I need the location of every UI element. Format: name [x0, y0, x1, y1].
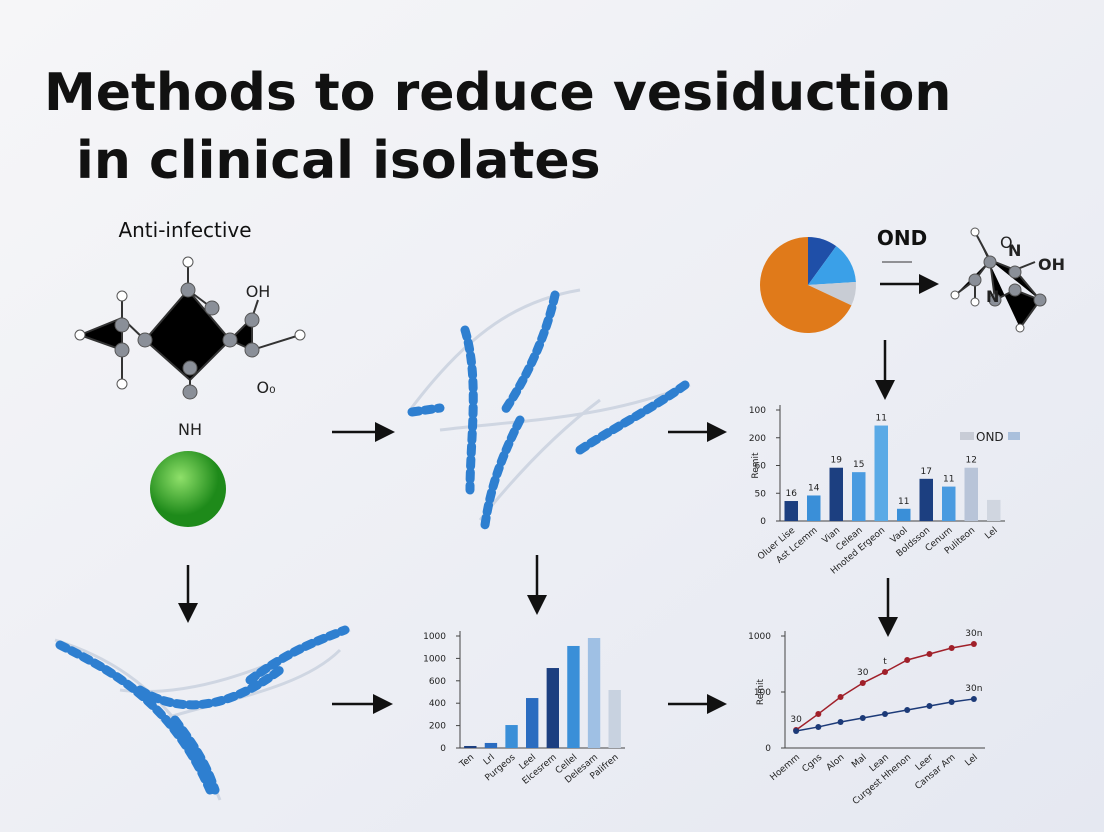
bar [484, 742, 498, 748]
point [837, 719, 844, 726]
point [882, 710, 888, 717]
point [970, 640, 977, 647]
atom-label: O₀ [256, 378, 275, 397]
molecule-left: Anti-infective OH NH O₀ [74, 218, 306, 527]
y-tick-label: 1000 [748, 632, 771, 642]
y-tick-label: 200 [429, 722, 446, 732]
bar [807, 495, 821, 521]
pie-slice [808, 281, 856, 306]
legend-label: OND [976, 430, 1004, 444]
pie-slice [808, 246, 856, 285]
point [815, 723, 822, 730]
bar-annotation: 17 [921, 467, 932, 477]
atom-label: N [986, 287, 999, 306]
point-annotation: 30 [790, 715, 802, 725]
bar [829, 467, 843, 521]
point [815, 710, 822, 717]
bar [784, 501, 798, 521]
y-axis-label: Remit [756, 678, 766, 705]
bar-annotation: 15 [853, 460, 864, 470]
atom-label: O [1000, 233, 1013, 252]
bar [987, 499, 1001, 521]
molecule-label: Anti-infective [118, 218, 251, 242]
y-tick-label: 100 [754, 688, 771, 698]
molecule-right: OND O N OH N [877, 226, 1065, 333]
bar-annotation: 12 [966, 456, 977, 466]
point [837, 694, 844, 701]
point [926, 703, 933, 709]
atom-label: NH [178, 420, 202, 439]
y-tick-label: 100 [749, 406, 766, 416]
bar [919, 478, 933, 521]
protein-structures [54, 288, 691, 801]
pie-slice [808, 237, 837, 285]
y-tick-label: 50 [755, 489, 767, 499]
point-annotation: 30 [857, 668, 869, 678]
point [970, 695, 977, 702]
bar [505, 725, 518, 748]
bar-annotation: 11 [898, 497, 909, 507]
y-tick-label: 0 [765, 744, 771, 754]
sphere [150, 451, 226, 527]
point-annotation: t [883, 657, 887, 667]
bar [464, 745, 477, 748]
title: Methods to reduce vesiduction [44, 63, 951, 123]
y-tick-label: 60 [755, 462, 767, 472]
point [926, 651, 933, 658]
point [904, 707, 911, 714]
y-tick-label: 400 [429, 699, 446, 709]
y-tick-label: 1000 [423, 654, 446, 664]
bar-annotation: 14 [808, 483, 820, 493]
y-tick-label: 600 [429, 677, 446, 687]
bar-annotation: 11 [943, 475, 954, 485]
bar [942, 486, 956, 521]
bar [546, 668, 559, 748]
atom-label: OH [246, 282, 271, 301]
point [793, 727, 800, 734]
point-annotation: 30n [965, 629, 982, 639]
y-tick-label: 0 [760, 517, 766, 527]
atom-label: OH [1038, 255, 1065, 274]
point [948, 698, 955, 705]
legend-swatch [1008, 432, 1020, 440]
arrows [178, 261, 939, 714]
legend-swatch [960, 432, 974, 440]
bar [567, 645, 580, 748]
bar [526, 698, 539, 748]
title: in clinical isolates [76, 131, 601, 191]
bar-annotation: 19 [831, 456, 843, 466]
pie-slice [760, 237, 852, 333]
y-tick-label: 200 [749, 434, 766, 444]
point [882, 668, 888, 675]
bar [874, 425, 888, 521]
y-axis-label: Remit [751, 452, 761, 479]
molecule-label: OND [877, 226, 927, 250]
bar [897, 508, 911, 521]
bar [608, 689, 621, 748]
y-tick-label: 1000 [423, 632, 446, 642]
bar [964, 467, 978, 521]
point [904, 656, 911, 663]
point [859, 714, 866, 721]
bar-annotation: 11 [876, 414, 887, 424]
bar-annotation: 16 [786, 489, 798, 499]
bar [852, 472, 866, 521]
bar [587, 638, 601, 748]
point [948, 644, 955, 651]
y-tick-label: 0 [440, 744, 446, 754]
atom-label: N [1008, 241, 1021, 260]
point [859, 680, 866, 687]
point-annotation: 30n [965, 684, 982, 694]
